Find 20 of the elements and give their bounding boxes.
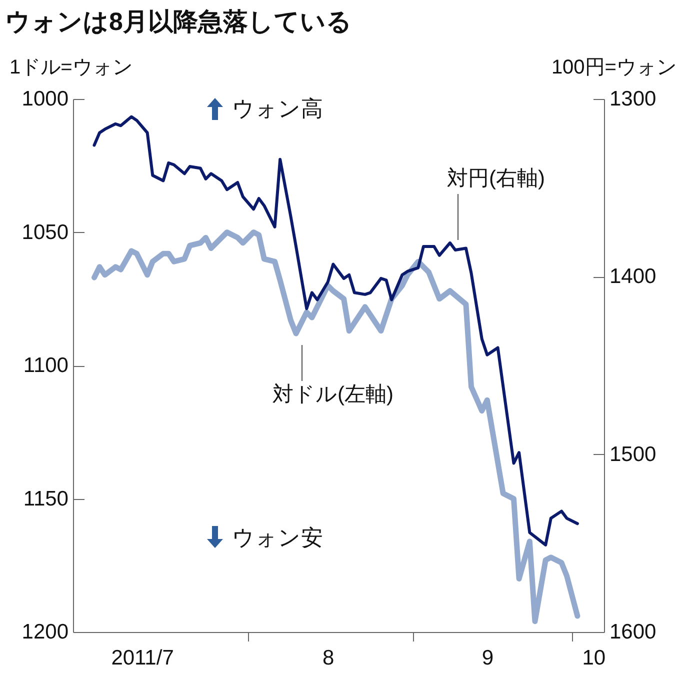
annotation: ウォン高 bbox=[232, 96, 323, 121]
y2-axis-title: 100円=ウォン bbox=[551, 56, 676, 78]
y-tick-label: 1050 bbox=[22, 220, 68, 244]
x-tick-label: 8 bbox=[322, 646, 334, 670]
chart-title: ウォンは8月以降急落している bbox=[5, 8, 352, 36]
annotation: ウォン安 bbox=[232, 525, 323, 550]
y2-tick-label: 1500 bbox=[610, 442, 656, 466]
y-tick-label: 1150 bbox=[23, 487, 68, 510]
y-tick-label: 1000 bbox=[22, 88, 68, 110]
y-tick-label: 1200 bbox=[22, 620, 68, 644]
text: 対円(右軸) bbox=[447, 167, 545, 190]
y2-tick-label: 1400 bbox=[610, 265, 656, 288]
x-tick-label: 10 bbox=[582, 646, 606, 670]
text: 対ドル(左軸) bbox=[272, 383, 394, 406]
y2-tick-label: 1300 bbox=[610, 88, 656, 110]
y2-tick-label: 1600 bbox=[610, 620, 656, 644]
x-tick-label: 9 bbox=[482, 646, 494, 670]
x-tick-label: 2011/7 bbox=[111, 646, 174, 670]
y-axis-title: 1ドル=ウォン bbox=[10, 56, 132, 78]
y-tick-label: 1100 bbox=[23, 354, 68, 377]
